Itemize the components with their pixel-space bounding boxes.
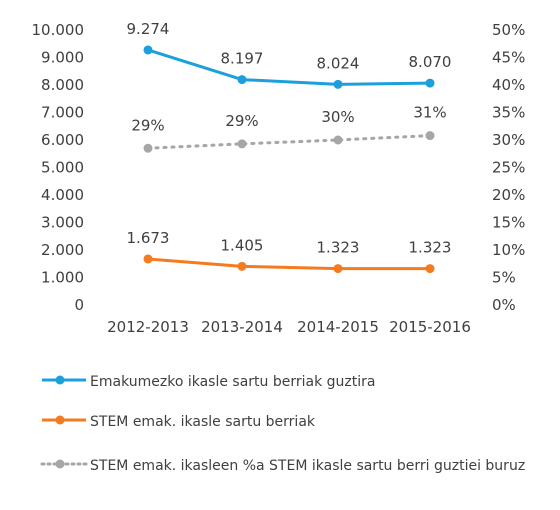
data-point xyxy=(143,45,153,55)
series-line-0 xyxy=(146,48,432,86)
y-left-tick-label: 4.000 xyxy=(41,186,84,204)
y-left-tick-label: 7.000 xyxy=(41,104,84,122)
data-label: 30% xyxy=(321,108,354,126)
data-label: 31% xyxy=(413,104,446,122)
data-label: 1.323 xyxy=(317,239,360,257)
data-point xyxy=(237,139,247,149)
y-right-tick-label: 40% xyxy=(492,76,525,94)
legend-item-stem: STEM emak. ikasle sartu berriak xyxy=(40,412,530,432)
data-label: 1.673 xyxy=(127,229,170,247)
y-right-tick-label: 25% xyxy=(492,159,525,177)
data-point xyxy=(425,131,435,141)
x-tick-label: 2012-2013 xyxy=(107,318,189,336)
data-label: 29% xyxy=(225,112,258,130)
y-right-tick-label: 15% xyxy=(492,214,525,232)
data-label: 1.405 xyxy=(221,236,264,254)
data-point xyxy=(333,135,343,145)
legend-item-percent: STEM emak. ikasleen %a STEM ikasle sartu… xyxy=(40,456,530,476)
legend-label-percent: STEM emak. ikasleen %a STEM ikasle sartu… xyxy=(90,458,526,474)
data-point xyxy=(333,79,343,89)
y-right-tick-label: 45% xyxy=(492,49,525,67)
data-point xyxy=(333,264,343,274)
series-line-1 xyxy=(146,257,432,271)
y-left-tick-label: 6.000 xyxy=(41,131,84,149)
y-left-tick-label: 10.000 xyxy=(32,21,85,39)
series-line-2 xyxy=(146,134,432,150)
legend-label-total: Emakumezko ikasle sartu berriak guztira xyxy=(90,374,376,390)
y-left-tick-label: 3.000 xyxy=(41,214,84,232)
legend-item-total: Emakumezko ikasle sartu berriak guztira xyxy=(40,372,530,392)
data-label: 29% xyxy=(131,116,164,134)
data-label: 9.274 xyxy=(127,20,170,38)
x-tick-label: 2013-2014 xyxy=(201,318,283,336)
y-left-tick-label: 9.000 xyxy=(41,49,84,67)
y-right-tick-label: 30% xyxy=(492,131,525,149)
y-right-tick-label: 35% xyxy=(492,104,525,122)
data-label: 8.197 xyxy=(221,50,264,68)
chart-area: 0 1.000 2.000 3.000 4.000 5.000 6.000 7.000 8.00… xyxy=(32,20,526,336)
x-tick-label: 2015-2016 xyxy=(389,318,471,336)
data-point xyxy=(237,75,247,85)
x-tick-label: 2014-2015 xyxy=(297,318,379,336)
y-right-tick-label: 5% xyxy=(492,269,516,287)
data-label: 1.323 xyxy=(409,239,452,257)
data-point xyxy=(425,78,435,88)
legend-swatch-percent xyxy=(40,459,88,469)
data-point xyxy=(425,264,435,274)
legend-label-stem: STEM emak. ikasle sartu berriak xyxy=(90,414,316,430)
data-point xyxy=(143,143,153,153)
data-point xyxy=(143,254,153,264)
data-point xyxy=(237,261,247,271)
legend-swatch-total xyxy=(42,375,86,385)
data-label: 8.024 xyxy=(317,54,360,72)
y-right-tick-label: 10% xyxy=(492,241,525,259)
y-left-tick-label: 1.000 xyxy=(41,269,84,287)
y-left-tick-label: 8.000 xyxy=(41,76,84,94)
y-left-tick-label: 5.000 xyxy=(41,159,84,177)
y-right-tick-label: 20% xyxy=(492,186,525,204)
y-left-tick-label: 2.000 xyxy=(41,241,84,259)
y-right-tick-label: 50% xyxy=(492,21,525,39)
y-right-tick-label: 0% xyxy=(492,296,516,314)
y-left-tick-label: 0 xyxy=(74,296,84,314)
legend-swatch-stem xyxy=(42,415,86,425)
data-label: 8.070 xyxy=(409,53,452,71)
